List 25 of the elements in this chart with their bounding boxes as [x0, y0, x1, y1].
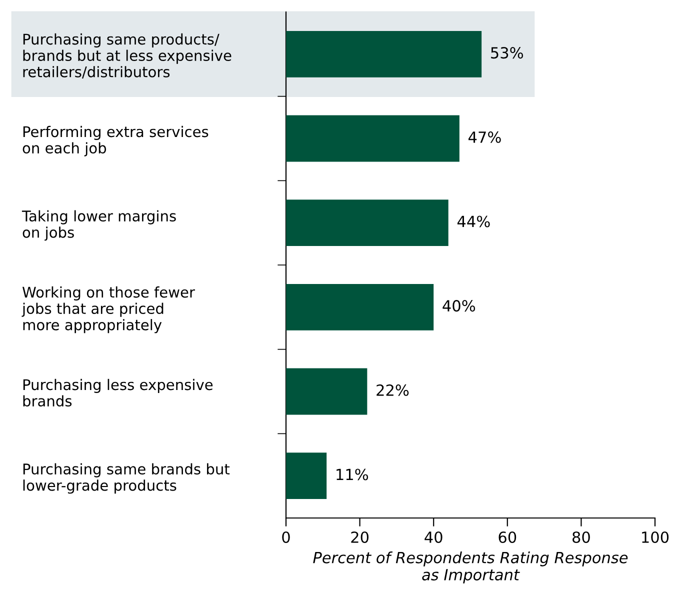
y-tick-label: Taking lower margins on jobs	[22, 210, 176, 241]
bar	[286, 452, 327, 500]
data-label: 44%	[457, 216, 490, 228]
x-axis-title: Percent of Respondents Rating Response as Important	[313, 552, 628, 584]
bar	[286, 284, 434, 330]
x-tick-label: 0	[282, 531, 290, 544]
y-tick-label: Purchasing same products/ brands but at less expensive retailers/distributors	[23, 33, 232, 78]
x-tick-label: 20	[351, 531, 369, 544]
data-label: 11%	[336, 468, 368, 480]
x-tick-label: 100	[642, 531, 669, 544]
y-tick-label: Performing extra services on each job	[22, 126, 208, 156]
data-label: 22%	[376, 384, 409, 396]
bar	[286, 115, 460, 162]
x-tick-label: 60	[498, 531, 516, 544]
bar	[286, 368, 368, 415]
bar	[286, 30, 482, 78]
data-label: 53%	[491, 47, 524, 59]
bar	[286, 200, 448, 246]
y-tick-label: Purchasing less expensive brands	[23, 378, 213, 407]
y-tick-label: Working on those fewer jobs that are priced more appropriately	[22, 286, 196, 334]
data-label: 47%	[468, 131, 501, 143]
data-label: 40%	[442, 300, 476, 312]
x-tick-label: 80	[572, 531, 590, 544]
y-tick-label: Purchasing same brands but lower-grade products	[23, 463, 230, 494]
x-tick-label: 40	[424, 531, 442, 544]
